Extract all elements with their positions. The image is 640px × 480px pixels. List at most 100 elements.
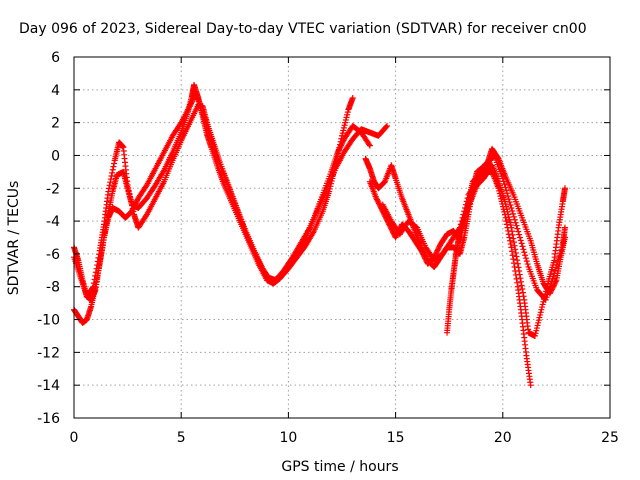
data-point <box>519 243 526 250</box>
data-point <box>337 143 344 150</box>
data-point <box>434 247 441 254</box>
data-point <box>343 114 350 121</box>
data-point <box>504 193 511 200</box>
data-point <box>539 301 546 308</box>
data-point <box>501 181 508 188</box>
y-axis-label: SDTVAR / TECUs <box>6 181 22 296</box>
data-point <box>532 330 539 337</box>
data-point <box>504 190 511 197</box>
x-tick-label: 15 <box>387 430 405 446</box>
data-point <box>464 195 471 202</box>
data-point <box>527 382 534 389</box>
data-point <box>495 185 502 192</box>
x-tick-label: 5 <box>177 430 186 446</box>
data-point <box>511 264 518 271</box>
data-point <box>542 296 549 303</box>
data-point <box>456 225 463 232</box>
data-point <box>457 221 464 228</box>
data-point <box>499 201 506 208</box>
data-point <box>127 196 134 203</box>
data-point <box>433 248 440 255</box>
data-point <box>521 249 528 256</box>
data-point <box>340 124 347 131</box>
data-point <box>366 141 373 148</box>
data-point <box>522 255 529 262</box>
chart-title: Day 096 of 2023, Sidereal Day-to-day VTE… <box>19 21 587 37</box>
data-point <box>510 235 517 242</box>
data-point <box>537 311 544 318</box>
data-point <box>533 325 540 332</box>
data-point <box>129 206 136 213</box>
data-point <box>126 190 133 197</box>
data-point <box>107 176 114 183</box>
data-point <box>338 141 345 148</box>
data-point <box>509 231 516 238</box>
y-tick-label: 2 <box>51 116 60 132</box>
data-point <box>418 248 425 255</box>
data-point <box>506 216 513 223</box>
data-point <box>375 200 382 207</box>
data-point <box>334 149 341 156</box>
y-tick-label: -14 <box>37 378 60 394</box>
data-point <box>519 289 526 296</box>
data-point <box>500 203 507 210</box>
data-point <box>502 184 509 191</box>
data-point <box>505 227 512 234</box>
data-point <box>125 184 132 191</box>
y-tick-label: -6 <box>46 247 60 263</box>
data-point <box>420 251 427 258</box>
x-tick-label: 0 <box>70 430 79 446</box>
data-point <box>512 271 519 278</box>
ticks: 0 5 10 15 20 25 -16 -14 -12 -10 -8 -6 -4 -2 0 2 4 6 <box>37 50 619 446</box>
data-point <box>538 306 545 313</box>
data-point <box>512 219 519 226</box>
data-point <box>344 111 351 118</box>
data-point <box>513 275 520 282</box>
data-point <box>106 182 113 189</box>
data-point <box>418 247 425 254</box>
x-tick-label: 10 <box>279 430 297 446</box>
plot-frame <box>73 56 611 419</box>
data-point <box>554 258 561 265</box>
data-point <box>556 252 563 259</box>
series-track-7 <box>379 152 568 303</box>
data-point <box>518 278 525 285</box>
data-point <box>383 123 390 130</box>
data-point <box>502 214 509 221</box>
data-point <box>109 166 116 173</box>
data-point <box>514 225 521 232</box>
data-point <box>522 252 529 259</box>
data-point <box>389 227 396 234</box>
data-point <box>536 314 543 321</box>
data-point <box>506 199 513 206</box>
data-point <box>517 275 524 282</box>
data-point <box>190 95 197 102</box>
data-point <box>531 332 538 339</box>
data-point <box>125 187 132 194</box>
data-point <box>544 291 551 298</box>
data-point <box>506 234 513 241</box>
data-point <box>188 100 195 107</box>
data-point <box>510 210 517 217</box>
data-point <box>186 103 193 110</box>
data-point <box>326 188 333 195</box>
data-point <box>339 139 346 146</box>
y-tick-label: -16 <box>37 411 60 427</box>
data-point <box>515 228 522 235</box>
data-point <box>507 219 514 226</box>
data-point <box>388 225 395 232</box>
data-point <box>342 119 349 126</box>
data-point <box>458 218 465 225</box>
data-point <box>523 258 530 265</box>
data-point <box>505 196 512 203</box>
data-point <box>503 221 510 228</box>
data-point <box>501 211 508 218</box>
data-point <box>514 260 521 267</box>
data-point <box>505 214 512 221</box>
data-point <box>461 208 468 215</box>
data-point <box>543 294 550 301</box>
data-point <box>561 224 568 231</box>
data-point <box>518 240 525 247</box>
data-point <box>435 245 442 252</box>
